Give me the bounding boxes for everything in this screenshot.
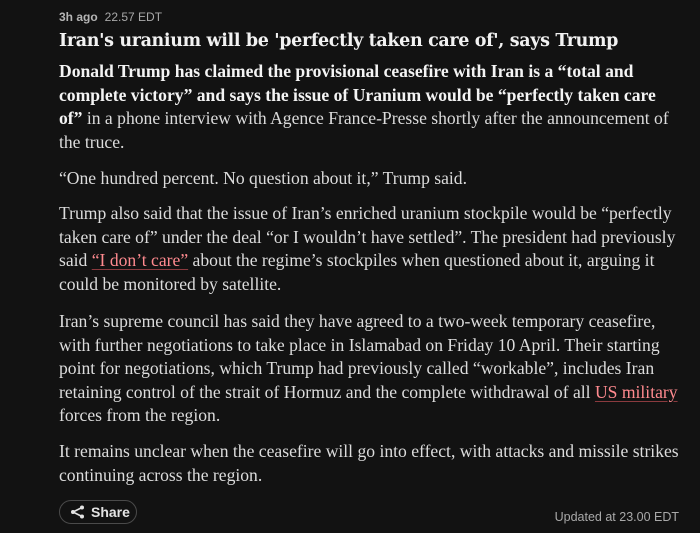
paragraph-text: forces from the region.	[59, 405, 221, 426]
share-icon	[71, 505, 84, 519]
live-blog-post: 3h ago 22.57 EDT Iran's uranium will be '…	[59, 0, 681, 533]
post-meta: 3h ago 22.57 EDT	[59, 9, 162, 25]
link-us-military[interactable]: US military	[594, 381, 678, 402]
timestamp: 22.57 EDT	[104, 10, 163, 24]
link-i-dont-care[interactable]: “I don’t care”	[91, 250, 189, 271]
share-button[interactable]: Share	[59, 500, 137, 524]
time-ago: 3h ago	[59, 10, 98, 24]
paragraph-unclear: It remains unclear when the ceasefire wi…	[59, 441, 679, 485]
paragraph-intro: Donald Trump has claimed the provisional…	[59, 60, 681, 154]
intro-bold-text: Donald Trump has claimed the provisional…	[59, 61, 656, 129]
paragraph-text: about the regime’s stockpiles when quest…	[59, 250, 655, 294]
share-label: Share	[91, 504, 130, 520]
paragraph-stockpile: Trump also said that the issue of Iran’s…	[59, 202, 681, 296]
intro-text: in a phone interview with Agence France-…	[59, 108, 669, 152]
paragraph-text: Trump also said that the issue of Iran’s…	[59, 203, 676, 271]
paragraph-text: Iran’s supreme council has said they hav…	[59, 311, 660, 402]
post-headline: Iran's uranium will be 'perfectly taken …	[59, 31, 619, 51]
paragraph-negotiations: Iran’s supreme council has said they hav…	[59, 310, 681, 428]
paragraph-quote: “One hundred percent. No question about …	[59, 168, 468, 188]
updated-time: Updated at 23.00 EDT	[554, 510, 679, 524]
